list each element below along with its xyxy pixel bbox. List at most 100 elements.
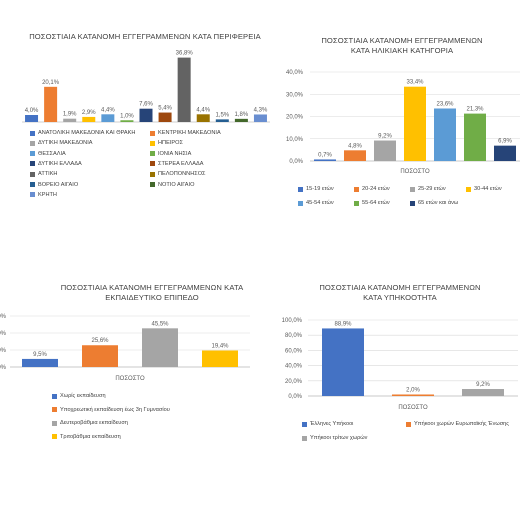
legend-item: 45-54 ετών [298, 200, 334, 206]
x-axis-label: ΠΟΣΟΣΤΟ [115, 376, 145, 382]
x-axis-label: ΠΟΣΟΣΤΟ [398, 405, 428, 411]
bar [82, 116, 96, 122]
chart-nationality: ΠΟΣΟΣΤΙΑΙΑ ΚΑΤΑΝΟΜΗ ΕΓΓΕΓΡΑΜΜΕΝΩΝ ΚΑΤΑ Υ… [270, 260, 530, 513]
data-label: 4,8% [348, 143, 362, 149]
legend-swatch [150, 171, 155, 177]
data-label: 4,0% [25, 108, 39, 114]
data-label: 9,2% [378, 134, 392, 140]
data-label: 0,7% [318, 152, 332, 158]
data-label: 88,9% [334, 321, 352, 327]
legend-swatch [410, 186, 415, 192]
legend-swatch [30, 151, 35, 157]
legend-label: 20-24 ετών [362, 186, 390, 192]
legend-item: Υποχρεωτική εκπαίδευση έως 3η Γυμνασίου [52, 407, 170, 413]
legend-swatch [52, 407, 57, 412]
y-tick-label: 20% [0, 348, 7, 354]
legend-item: 55-64 ετών [354, 200, 390, 206]
legend-label: ΑΤΤΙΚΗ [38, 171, 58, 178]
data-label: 7,6% [139, 102, 153, 108]
bar [434, 108, 456, 161]
chart-title: ΠΟΣΟΣΤΙΑΙΑ ΚΑΤΑΝΟΜΗ ΕΓΓΕΓΡΑΜΜΕΝΩΝ ΚΑΤΑ Η… [321, 36, 483, 55]
legend-swatch [30, 182, 35, 187]
legend-label: ΙΟΝΙΑ ΝΗΣΙΑ [158, 150, 192, 157]
legend-label: 45-54 ετών [306, 200, 334, 206]
data-label: 21,3% [466, 107, 484, 113]
data-label: 1,5% [215, 112, 229, 118]
legend-label: 65 ετών και άνω [418, 200, 459, 206]
legend-item: ΔΥΤΙΚΗ ΕΛΛΑΔΑ [30, 161, 82, 167]
bar [139, 108, 153, 122]
legend-swatch [30, 171, 35, 177]
bar [142, 328, 178, 367]
data-label: 23,6% [436, 101, 454, 107]
bar [44, 86, 58, 122]
legend-item: ΘΕΣΣΑΛΙΑ [30, 151, 66, 157]
legend-label: ΝΟΤΙΟ ΑΙΓΑΙΟ [158, 181, 195, 188]
y-tick-label: 20,0% [286, 115, 304, 121]
bar [22, 358, 58, 367]
legend-item: Χωρίς εκπαίδευση [52, 393, 106, 399]
legend-swatch [30, 161, 35, 167]
bar [404, 86, 426, 161]
legend-label: Υπήκοοι χωρών Ευρωπαϊκής Ένωσης [414, 421, 509, 427]
data-label: 6,9% [498, 139, 512, 145]
legend-label: Υποχρεωτική εκπαίδευση έως 3η Γυμνασίου [60, 406, 170, 413]
y-tick-label: 60,0% [285, 348, 303, 354]
legend-item: 25-29 ετών [410, 186, 446, 192]
data-label: 1,9% [63, 112, 77, 118]
legend-swatch [406, 421, 411, 427]
legend-label: ΔΥΤΙΚΗ ΜΑΚΕΔΟΝΙΑ [38, 140, 93, 147]
legend-swatch [150, 161, 155, 167]
chart-plot: 0% 20% 40% 60% 9,5% 25,6% 45,5% 19,4% ΠΟΣΟΣΤΟ [0, 314, 250, 382]
bar [82, 345, 118, 367]
legend-item: 15-19 ετών [298, 186, 334, 192]
legend-item: ΑΝΑΤΟΛΙΚΗ ΜΑΚΕΔΟΝΙΑ ΚΑΙ ΘΡΑΚΗ [30, 130, 135, 136]
bar [253, 114, 267, 122]
data-label: 5,4% [158, 106, 172, 112]
legend-item: ΝΟΤΙΟ ΑΙΓΑΙΟ [150, 182, 194, 188]
legend-swatch [302, 421, 307, 427]
legend-item: Έλληνες Υπήκοοι [302, 421, 353, 427]
bar [392, 394, 434, 396]
bar [101, 114, 115, 122]
legend-label: 25-29 ετών [418, 186, 446, 192]
legend-item: ΣΤΕΡΕΑ ΕΛΛΑΔΑ [150, 161, 203, 167]
legend-label: ΚΡΗΤΗ [38, 191, 57, 198]
legend-item: ΔΥΤΙΚΗ ΜΑΚΕΔΟΝΙΑ [30, 140, 93, 146]
legend-label: ΔΥΤΙΚΗ ΕΛΛΑΔΑ [38, 160, 82, 167]
legend-swatch [52, 393, 57, 399]
bar [158, 112, 172, 122]
legend-swatch [52, 420, 57, 426]
data-label: 1,0% [120, 113, 134, 119]
legend-label: Δευτεροβάθμια εκπαίδευση [60, 420, 128, 426]
data-label: 1,8% [235, 112, 249, 118]
bar [215, 119, 229, 122]
legend-label: Έλληνες Υπήκοοι [310, 421, 354, 427]
data-label: 33,4% [406, 80, 424, 86]
legend-item: Υπήκοοι τρίτων χωρών [302, 435, 367, 441]
legend-label: ΣΤΕΡΕΑ ΕΛΛΑΔΑ [158, 160, 204, 167]
legend-label: ΚΕΝΤΡΙΚΗ ΜΑΚΕΔΟΝΙΑ [158, 130, 221, 136]
bar [464, 113, 486, 161]
legend-swatch [410, 200, 415, 206]
legend-label: ΑΝΑΤΟΛΙΚΗ ΜΑΚΕΔΟΝΙΑ ΚΑΙ ΘΡΑΚΗ [38, 130, 136, 136]
legend-item: ΑΤΤΙΚΗ [30, 171, 57, 177]
bar [202, 350, 238, 367]
legend-label: 15-19 ετών [306, 186, 334, 192]
bar [344, 150, 366, 161]
bar [322, 328, 364, 396]
legend-swatch [466, 186, 471, 192]
data-label: 2,0% [406, 387, 420, 393]
chart-plot: 4,0% 20,1% 1,9% 2,9% 4,4% 1,0% 7,6% 5,4% 36,8% 4,… [22, 51, 270, 123]
y-tick-label: 20,0% [285, 379, 303, 385]
data-label: 2,9% [82, 110, 96, 116]
legend-item: ΚΡΗΤΗ [30, 192, 57, 198]
legend-label: 30-44 ετών [474, 186, 502, 192]
legend-item: ΚΕΝΤΡΙΚΗ ΜΑΚΕΔΟΝΙΑ [150, 130, 221, 136]
chart-title: ΠΟΣΟΣΤΙΑΙΑ ΚΑΤΑΝΟΜΗ ΕΓΓΕΓΡΑΜΜΕΝΩΝ ΚΑΤΑ Υ… [319, 283, 481, 302]
legend-item: ΠΕΛΟΠΟΝΝΗΣΟΣ [150, 171, 206, 177]
bar [374, 140, 396, 161]
bar [177, 57, 191, 122]
y-tick-label: 0,0% [289, 159, 303, 165]
bar [120, 120, 134, 122]
